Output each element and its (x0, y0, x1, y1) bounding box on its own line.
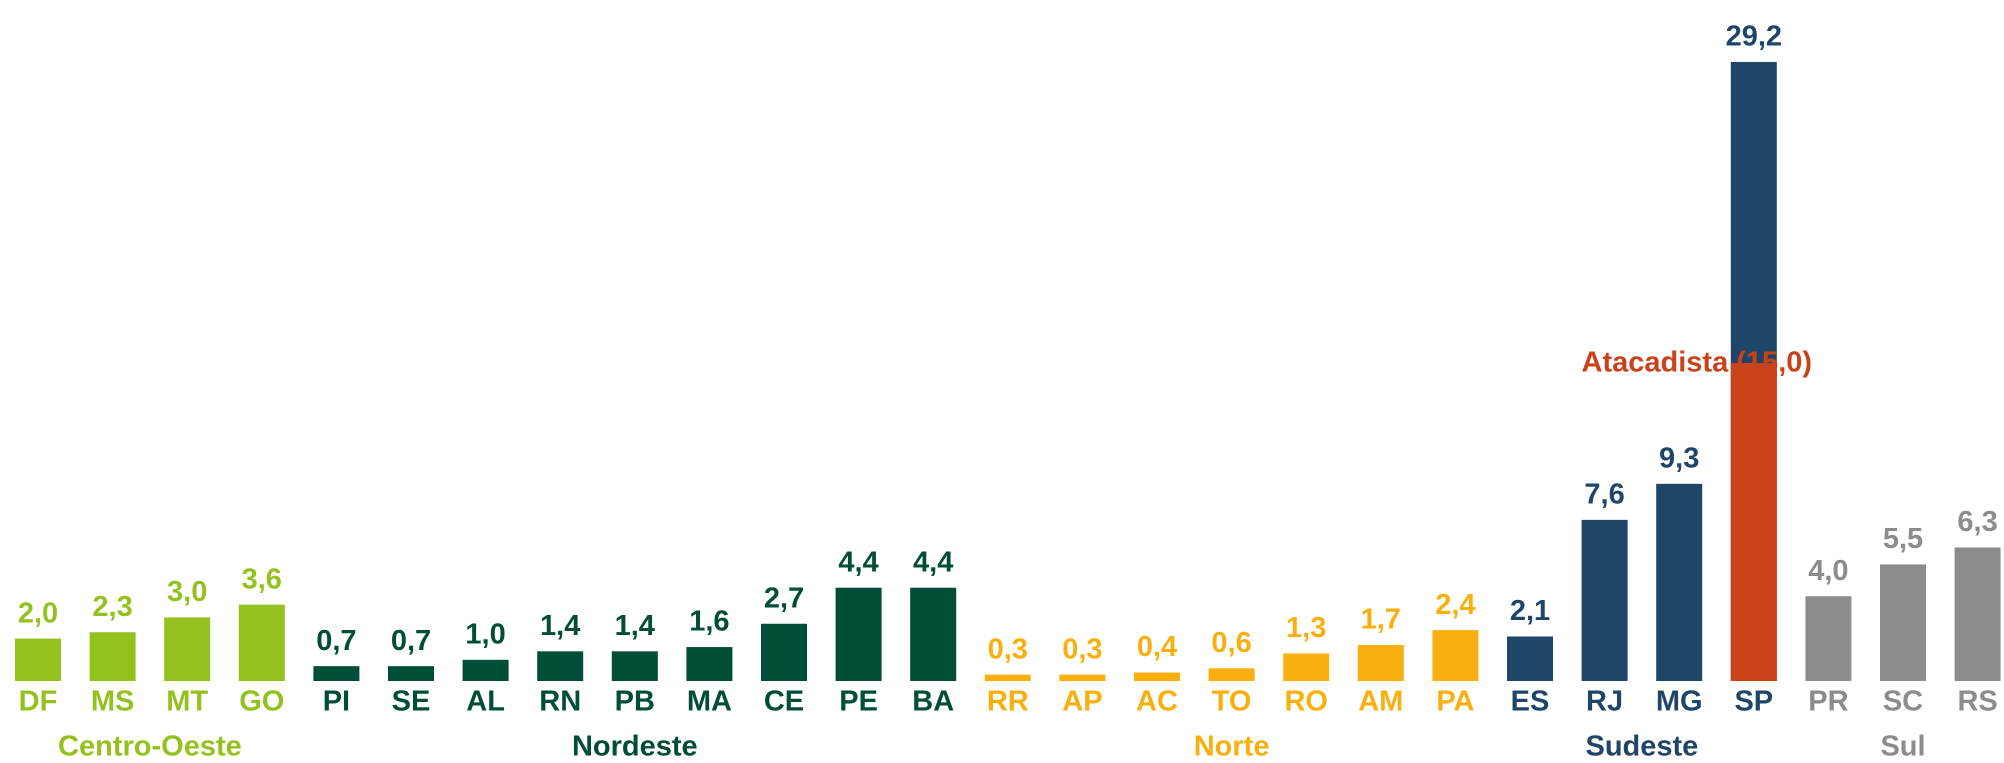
x-tick-label: PI (323, 686, 350, 718)
x-tick-label: RO (1284, 686, 1328, 718)
value-label: 0,7 (316, 625, 356, 657)
bar (313, 666, 360, 681)
x-tick-label: PR (1808, 686, 1848, 718)
x-tick-label: PB (615, 686, 655, 718)
value-label: 1,4 (540, 610, 580, 642)
value-label: 0,6 (1211, 627, 1251, 659)
value-label: 0,7 (391, 625, 431, 657)
bar (15, 638, 61, 681)
bar (1357, 644, 1404, 681)
value-label: 3,0 (167, 576, 207, 608)
highlight-bar (1730, 363, 1777, 681)
value-label: 1,0 (465, 618, 505, 650)
x-tick-label: TO (1212, 686, 1252, 718)
value-label: 2,4 (1435, 589, 1475, 621)
annotation: Atacadista (15,0) (1582, 347, 1813, 379)
bar (1507, 636, 1553, 681)
bar (462, 659, 509, 681)
x-tick-label: PA (1436, 686, 1474, 718)
x-tick-label: AL (466, 686, 505, 718)
bar (1656, 483, 1703, 681)
x-tick-label: AM (1358, 686, 1403, 718)
bar (388, 666, 434, 681)
value-label: 5,5 (1883, 523, 1923, 555)
bar (835, 587, 882, 681)
bar (89, 632, 136, 681)
bar (611, 651, 658, 681)
value-label: 2,3 (92, 591, 132, 623)
x-tick-label: SP (1734, 686, 1773, 718)
x-tick-label: RS (1957, 686, 1997, 718)
region-label: Centro-Oeste (58, 731, 242, 763)
value-label: 0,4 (1137, 631, 1177, 663)
x-tick-label: DF (19, 686, 58, 718)
value-label: 2,7 (764, 582, 804, 614)
value-label: 2,1 (1510, 595, 1550, 627)
bar (1283, 653, 1330, 681)
x-tick-label: SC (1883, 686, 1923, 718)
value-label: 3,6 (242, 563, 282, 595)
x-tick-label: PE (839, 686, 878, 718)
bar (164, 617, 211, 681)
region-label: Sul (1880, 731, 1925, 763)
value-label: 29,2 (1726, 21, 1782, 53)
value-label: 1,7 (1361, 604, 1401, 636)
bar (1059, 674, 1106, 681)
x-tick-label: BA (912, 686, 954, 718)
value-label: 1,3 (1286, 612, 1326, 644)
region-label: Nordeste (572, 731, 698, 763)
value-label: 4,4 (838, 546, 878, 578)
x-tick-label: RR (987, 686, 1029, 718)
bar (1432, 630, 1479, 681)
region-label: Norte (1194, 731, 1270, 763)
value-label: 4,0 (1808, 555, 1848, 587)
x-tick-label: AP (1062, 686, 1102, 718)
bar (1581, 519, 1628, 681)
x-tick-label: MT (166, 686, 208, 718)
value-label: 1,4 (615, 610, 655, 642)
bar (910, 587, 957, 681)
x-tick-label: MS (91, 686, 135, 718)
x-tick-label: MA (687, 686, 732, 718)
bar (1880, 564, 1926, 681)
value-label: 6,3 (1957, 506, 1997, 538)
x-tick-label: RJ (1586, 686, 1623, 718)
bar (238, 604, 285, 681)
x-tick-label: GO (239, 686, 284, 718)
region-label: Sudeste (1585, 731, 1698, 763)
x-tick-label: CE (764, 686, 804, 718)
bar (1134, 672, 1180, 681)
bar (1954, 547, 2001, 681)
bar (761, 623, 807, 681)
value-label: 0,3 (988, 633, 1028, 665)
x-tick-label: RN (539, 686, 581, 718)
value-label: 1,6 (689, 606, 729, 638)
value-label: 4,4 (913, 546, 953, 578)
x-tick-label: MG (1656, 686, 1703, 718)
bar (537, 651, 584, 681)
bar (686, 647, 733, 681)
x-tick-label: ES (1511, 686, 1550, 718)
value-label: 9,3 (1659, 442, 1699, 474)
value-label: 2,0 (18, 597, 58, 629)
value-label: 0,3 (1062, 633, 1102, 665)
value-label: 7,6 (1584, 479, 1624, 511)
bar (984, 674, 1031, 681)
bar (1208, 668, 1255, 681)
bar (1805, 596, 1852, 681)
x-tick-label: SE (392, 686, 431, 718)
x-tick-label: AC (1136, 686, 1178, 718)
